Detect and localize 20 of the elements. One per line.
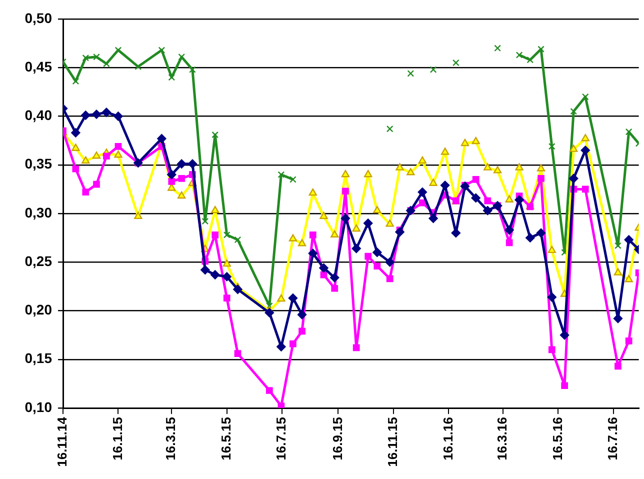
y-tick-label: 0,50	[24, 10, 52, 26]
y-tick-label: 0,45	[24, 58, 52, 74]
y-tick-label: 0,35	[24, 156, 52, 172]
x-tick-label: 16.7.16	[605, 417, 620, 460]
y-tick-label: 0,40	[24, 107, 52, 124]
y-tick-label: 0,15	[24, 350, 52, 366]
x-tick-label: 16.5.16	[550, 417, 565, 460]
x-tick-label: 16.3.15	[163, 417, 178, 460]
x-tick-label: 16.1.16	[440, 417, 456, 460]
x-tick-label: 16.3.16	[494, 417, 510, 460]
x-tick-label: 16.9.15	[330, 417, 345, 460]
y-tick-label: 0,25	[24, 252, 52, 269]
y-tick-label: 0,20	[24, 302, 52, 318]
x-tick-label: 16.7.15	[274, 417, 289, 460]
y-tick-label: 0,30	[24, 204, 52, 220]
x-tick-label: 16.1.15	[110, 417, 125, 460]
x-tick-label: 16.11.15	[385, 417, 400, 467]
x-tick-label: 16.11.14	[54, 416, 70, 467]
x-tick-label: 16.5.15	[218, 417, 234, 460]
y-tick-label: 0,10	[24, 398, 52, 415]
